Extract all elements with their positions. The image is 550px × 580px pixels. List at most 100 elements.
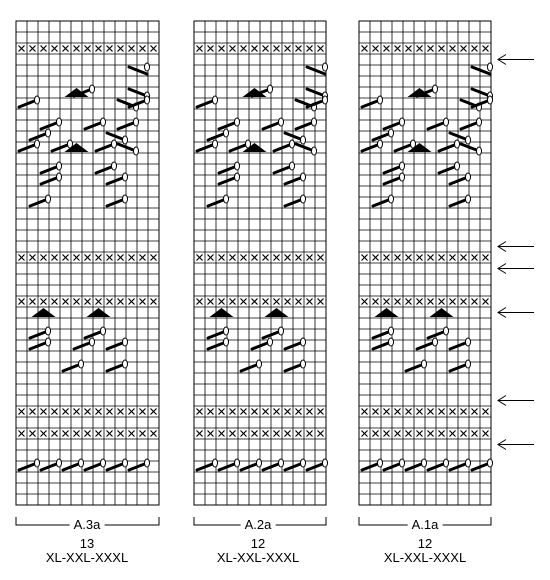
purl-symbol [262, 254, 269, 261]
purl-symbol [207, 254, 214, 261]
cable-stroke-symbol [283, 362, 305, 373]
cable-stroke-symbol [305, 87, 327, 98]
purl-symbol [306, 408, 313, 415]
cable-loop-symbol [377, 139, 383, 149]
purl-symbol [62, 45, 69, 52]
cable-loop-symbol [223, 194, 229, 204]
purl-symbol [361, 298, 368, 305]
purl-symbol [306, 254, 313, 261]
cable-stroke-symbol [105, 197, 127, 208]
decrease-triangle-symbol [86, 308, 111, 317]
purl-symbol [405, 408, 412, 415]
cable-stroke-symbol [116, 142, 138, 153]
purl-symbol [449, 430, 456, 437]
cable-stroke-symbol [426, 329, 448, 340]
purl-symbol [29, 408, 36, 415]
purl-symbol [139, 408, 146, 415]
cable-stroke-symbol [50, 142, 72, 153]
cable-loop-symbol [56, 161, 62, 171]
cable-loop-symbol [300, 135, 306, 145]
purl-symbol [117, 298, 124, 305]
purl-symbol [128, 408, 135, 415]
cable-loop-symbol [388, 128, 394, 138]
cable-stroke-symbol [127, 461, 149, 472]
purl-symbol [449, 45, 456, 52]
cable-stroke-symbol [28, 131, 50, 142]
cable-stroke-symbol [371, 340, 393, 351]
purl-symbol [471, 45, 478, 52]
purl-symbol [438, 254, 445, 261]
decrease-triangle-symbol [64, 143, 89, 152]
cable-stroke-symbol [382, 120, 404, 131]
purl-symbol [394, 408, 401, 415]
purl-symbol [427, 254, 434, 261]
cable-stroke-symbol [39, 461, 61, 472]
purl-symbol [284, 254, 291, 261]
cable-stroke-symbol [437, 164, 459, 175]
purl-symbol [449, 254, 456, 261]
purl-symbol [106, 298, 113, 305]
cable-stroke-symbol [217, 461, 239, 472]
purl-symbol [240, 430, 247, 437]
cable-loop-symbol [399, 117, 405, 127]
cable-loop-symbol [144, 458, 150, 468]
purl-symbol [394, 298, 401, 305]
purl-symbol [284, 298, 291, 305]
cable-stroke-symbol [283, 340, 305, 351]
cable-loop-symbol [300, 337, 306, 347]
purl-symbol [251, 408, 258, 415]
purl-symbol [95, 254, 102, 261]
purl-symbol [128, 430, 135, 437]
cable-stroke-symbol [272, 142, 294, 153]
cable-stroke-symbol [105, 340, 127, 351]
purl-symbol [95, 45, 102, 52]
cable-stroke-symbol [195, 98, 217, 109]
purl-symbol [40, 254, 47, 261]
decrease-triangle-symbol [264, 308, 289, 317]
cable-loop-symbol [311, 146, 317, 156]
cable-loop-symbol [122, 337, 128, 347]
purl-symbol [73, 408, 80, 415]
cable-loop-symbol [89, 337, 95, 347]
sizes-a2a: XL-XXL-XXXL [216, 550, 300, 565]
purl-symbol [117, 254, 124, 261]
purl-symbol [207, 430, 214, 437]
cable-loop-symbol [432, 84, 438, 94]
purl-symbol [62, 430, 69, 437]
cable-loop-symbol [100, 458, 106, 468]
purl-symbol [229, 430, 236, 437]
row-marker-arrow-head [497, 263, 507, 274]
cable-stroke-symbol [294, 120, 316, 131]
cable-stroke-symbol [72, 340, 94, 351]
purl-symbol [471, 254, 478, 261]
purl-symbol [117, 408, 124, 415]
cable-loop-symbol [78, 359, 84, 369]
purl-symbol [196, 254, 203, 261]
purl-symbol [218, 254, 225, 261]
cable-loop-symbol [399, 458, 405, 468]
purl-symbol [150, 430, 157, 437]
cable-stroke-symbol [448, 197, 470, 208]
purl-symbol [73, 430, 80, 437]
cable-loop-symbol [267, 337, 273, 347]
purl-symbol [317, 298, 324, 305]
cable-stroke-symbol [105, 175, 127, 186]
cable-stroke-symbol [426, 120, 448, 131]
cable-stroke-symbol [426, 461, 448, 472]
purl-symbol [317, 408, 324, 415]
decrease-triangle-symbol [374, 308, 399, 317]
cable-stroke-symbol [116, 120, 138, 131]
cable-loop-symbol [377, 95, 383, 105]
purl-symbol [317, 430, 324, 437]
purl-symbol [273, 45, 280, 52]
purl-symbol [240, 408, 247, 415]
cable-loop-symbol [78, 458, 84, 468]
purl-symbol [383, 298, 390, 305]
cable-stroke-symbol [39, 175, 61, 186]
cable-loop-symbol [311, 117, 317, 127]
purl-symbol [273, 298, 280, 305]
cable-stroke-symbol [94, 142, 116, 153]
purl-symbol [150, 45, 157, 52]
cable-loop-symbol [56, 117, 62, 127]
decrease-triangle-symbol [429, 308, 454, 317]
